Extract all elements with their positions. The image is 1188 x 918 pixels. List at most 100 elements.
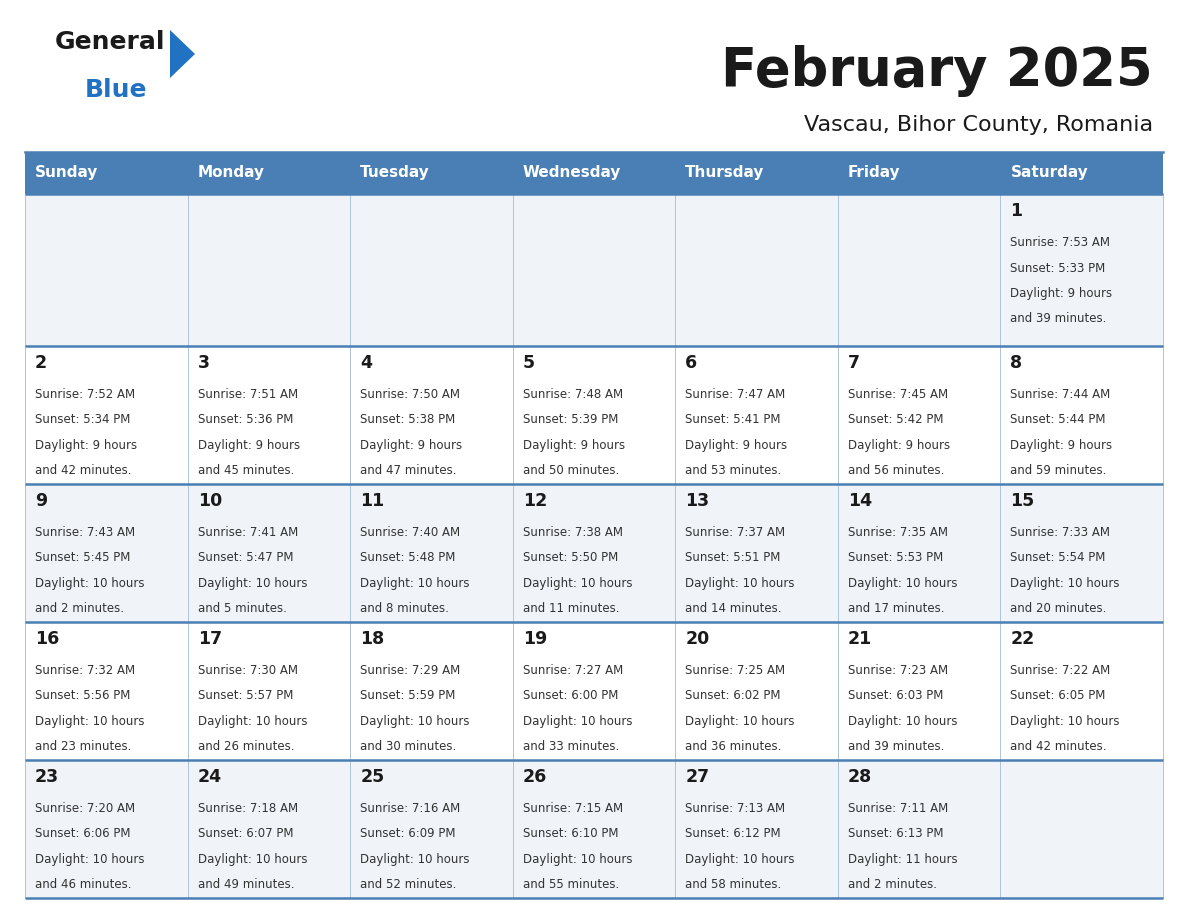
Text: and 46 minutes.: and 46 minutes. [34, 879, 132, 891]
Text: 12: 12 [523, 492, 546, 510]
Text: Daylight: 10 hours: Daylight: 10 hours [360, 853, 469, 866]
Text: and 53 minutes.: and 53 minutes. [685, 465, 782, 477]
Text: and 58 minutes.: and 58 minutes. [685, 879, 782, 891]
Text: Sunset: 5:42 PM: Sunset: 5:42 PM [848, 413, 943, 427]
Text: Sunrise: 7:52 AM: Sunrise: 7:52 AM [34, 388, 135, 401]
Text: Sunset: 5:45 PM: Sunset: 5:45 PM [34, 552, 131, 565]
Text: Sunrise: 7:32 AM: Sunrise: 7:32 AM [34, 664, 135, 677]
Text: 19: 19 [523, 630, 546, 648]
Text: Sunrise: 7:20 AM: Sunrise: 7:20 AM [34, 802, 135, 815]
Text: Daylight: 10 hours: Daylight: 10 hours [197, 715, 307, 728]
Text: 25: 25 [360, 768, 385, 786]
Text: Sunset: 5:51 PM: Sunset: 5:51 PM [685, 552, 781, 565]
Text: Sunrise: 7:13 AM: Sunrise: 7:13 AM [685, 802, 785, 815]
Text: 7: 7 [848, 354, 860, 372]
Text: Daylight: 9 hours: Daylight: 9 hours [523, 439, 625, 452]
Text: and 42 minutes.: and 42 minutes. [34, 465, 132, 477]
Text: Sunrise: 7:50 AM: Sunrise: 7:50 AM [360, 388, 460, 401]
Bar [838, 152, 1000, 194]
Text: 18: 18 [360, 630, 385, 648]
Text: and 56 minutes.: and 56 minutes. [848, 465, 944, 477]
Text: Daylight: 10 hours: Daylight: 10 hours [1011, 577, 1120, 590]
Text: Sunrise: 7:30 AM: Sunrise: 7:30 AM [197, 664, 297, 677]
Text: Daylight: 9 hours: Daylight: 9 hours [848, 439, 950, 452]
Text: Sunrise: 7:47 AM: Sunrise: 7:47 AM [685, 388, 785, 401]
Text: Sunrise: 7:45 AM: Sunrise: 7:45 AM [848, 388, 948, 401]
Text: Sunrise: 7:11 AM: Sunrise: 7:11 AM [848, 802, 948, 815]
Text: and 39 minutes.: and 39 minutes. [848, 741, 944, 754]
Text: Sunset: 5:47 PM: Sunset: 5:47 PM [197, 552, 293, 565]
Text: and 33 minutes.: and 33 minutes. [523, 741, 619, 754]
Text: 14: 14 [848, 492, 872, 510]
Text: Sunrise: 7:35 AM: Sunrise: 7:35 AM [848, 526, 948, 539]
Text: Friday: Friday [848, 165, 901, 181]
Text: Sunset: 6:12 PM: Sunset: 6:12 PM [685, 827, 781, 841]
Text: Sunset: 5:50 PM: Sunset: 5:50 PM [523, 552, 618, 565]
Text: Sunrise: 7:38 AM: Sunrise: 7:38 AM [523, 526, 623, 539]
Text: Daylight: 10 hours: Daylight: 10 hours [523, 853, 632, 866]
Text: Daylight: 9 hours: Daylight: 9 hours [1011, 287, 1112, 300]
Text: Sunrise: 7:33 AM: Sunrise: 7:33 AM [1011, 526, 1111, 539]
Bar [25, 152, 188, 194]
Text: Sunset: 5:38 PM: Sunset: 5:38 PM [360, 413, 455, 427]
Text: Daylight: 11 hours: Daylight: 11 hours [848, 853, 958, 866]
Text: and 36 minutes.: and 36 minutes. [685, 741, 782, 754]
Text: Sunset: 6:00 PM: Sunset: 6:00 PM [523, 689, 618, 702]
Text: Sunset: 6:05 PM: Sunset: 6:05 PM [1011, 689, 1106, 702]
Text: and 55 minutes.: and 55 minutes. [523, 879, 619, 891]
Text: Sunrise: 7:37 AM: Sunrise: 7:37 AM [685, 526, 785, 539]
Text: Sunset: 5:33 PM: Sunset: 5:33 PM [1011, 262, 1106, 274]
Text: Thursday: Thursday [685, 165, 765, 181]
Text: Sunset: 5:41 PM: Sunset: 5:41 PM [685, 413, 781, 427]
Text: 9: 9 [34, 492, 48, 510]
Text: Sunset: 5:34 PM: Sunset: 5:34 PM [34, 413, 131, 427]
Text: and 11 minutes.: and 11 minutes. [523, 602, 619, 615]
Bar [675, 152, 838, 194]
Text: February 2025: February 2025 [721, 45, 1154, 97]
Text: and 5 minutes.: and 5 minutes. [197, 602, 286, 615]
Text: Sunset: 5:56 PM: Sunset: 5:56 PM [34, 689, 131, 702]
Text: and 2 minutes.: and 2 minutes. [848, 879, 937, 891]
Text: 2: 2 [34, 354, 48, 372]
Text: Daylight: 10 hours: Daylight: 10 hours [523, 577, 632, 590]
Text: 11: 11 [360, 492, 385, 510]
Bar [25, 484, 1163, 622]
Text: 10: 10 [197, 492, 222, 510]
Text: Sunset: 5:54 PM: Sunset: 5:54 PM [1011, 552, 1106, 565]
Text: Sunset: 6:06 PM: Sunset: 6:06 PM [34, 827, 131, 841]
Text: and 47 minutes.: and 47 minutes. [360, 465, 456, 477]
Bar [25, 622, 1163, 760]
Text: Tuesday: Tuesday [360, 165, 430, 181]
Text: 21: 21 [848, 630, 872, 648]
Text: Sunrise: 7:18 AM: Sunrise: 7:18 AM [197, 802, 298, 815]
Text: Daylight: 10 hours: Daylight: 10 hours [685, 853, 795, 866]
Text: and 20 minutes.: and 20 minutes. [1011, 602, 1107, 615]
Text: Daylight: 10 hours: Daylight: 10 hours [197, 577, 307, 590]
Text: 5: 5 [523, 354, 535, 372]
Bar [350, 152, 513, 194]
Text: Sunset: 6:13 PM: Sunset: 6:13 PM [848, 827, 943, 841]
Text: and 26 minutes.: and 26 minutes. [197, 741, 295, 754]
Text: Daylight: 10 hours: Daylight: 10 hours [197, 853, 307, 866]
Bar [188, 152, 350, 194]
Text: Daylight: 10 hours: Daylight: 10 hours [1011, 715, 1120, 728]
Text: 22: 22 [1011, 630, 1035, 648]
Text: and 50 minutes.: and 50 minutes. [523, 465, 619, 477]
Text: Sunrise: 7:48 AM: Sunrise: 7:48 AM [523, 388, 623, 401]
Text: and 23 minutes.: and 23 minutes. [34, 741, 132, 754]
Text: General: General [55, 30, 165, 54]
Text: Daylight: 10 hours: Daylight: 10 hours [360, 577, 469, 590]
Text: Daylight: 10 hours: Daylight: 10 hours [523, 715, 632, 728]
Text: 27: 27 [685, 768, 709, 786]
Text: Sunrise: 7:53 AM: Sunrise: 7:53 AM [1011, 236, 1111, 249]
Text: and 17 minutes.: and 17 minutes. [848, 602, 944, 615]
Text: 24: 24 [197, 768, 222, 786]
Text: Sunset: 6:10 PM: Sunset: 6:10 PM [523, 827, 618, 841]
Text: Sunset: 5:39 PM: Sunset: 5:39 PM [523, 413, 618, 427]
Text: Sunset: 6:09 PM: Sunset: 6:09 PM [360, 827, 456, 841]
Text: 17: 17 [197, 630, 222, 648]
Text: 13: 13 [685, 492, 709, 510]
Text: Wednesday: Wednesday [523, 165, 621, 181]
Text: Sunset: 5:53 PM: Sunset: 5:53 PM [848, 552, 943, 565]
Text: and 45 minutes.: and 45 minutes. [197, 465, 293, 477]
